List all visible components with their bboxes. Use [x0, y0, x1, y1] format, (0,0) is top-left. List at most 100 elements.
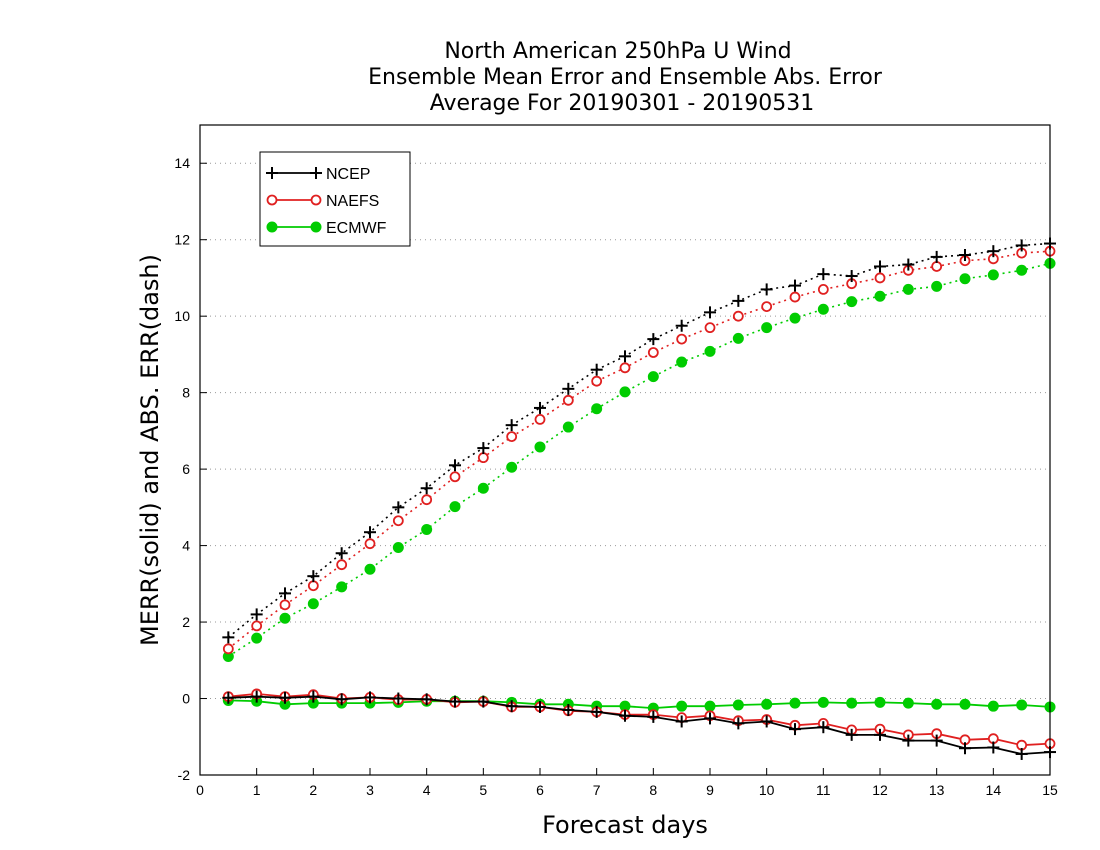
- naefs-abs-error-point: [477, 452, 489, 464]
- ncep-mean-error-point: [930, 734, 943, 747]
- naefs-abs-error-point: [449, 471, 461, 483]
- x-tick-label: 4: [423, 782, 431, 798]
- ncep-mean-error-point: [1015, 747, 1028, 760]
- ecmwf-abs-error-point: [279, 612, 291, 624]
- ncep-abs-error-point: [364, 526, 376, 539]
- ncep-abs-error-point: [335, 547, 348, 560]
- ecmwf-abs-error-point: [591, 403, 603, 415]
- naefs-abs-error-point: [534, 414, 546, 425]
- ecmwf-abs-error-point: [676, 356, 688, 368]
- naefs-abs-error-point: [704, 322, 716, 334]
- x-tick-label: 13: [929, 782, 945, 798]
- ecmwf-abs-error-point: [1016, 264, 1028, 276]
- naefs-abs-error-point: [619, 362, 631, 374]
- ncep-abs-error-line: [227, 242, 1051, 639]
- ncep-abs-error-point: [789, 279, 801, 292]
- ecmwf-mean-error-point: [789, 697, 801, 709]
- ncep-abs-error-point: [534, 401, 546, 414]
- ncep-mean-error-point: [250, 690, 263, 703]
- naefs-abs-error-point: [364, 538, 376, 550]
- ncep-mean-error-point: [959, 742, 971, 755]
- legend-marker-ecmwf: [266, 221, 278, 233]
- ecmwf-abs-error-point: [931, 280, 943, 292]
- y-axis-label: MERR(solid) and ABS. ERR(dash): [136, 254, 164, 646]
- ncep-mean-error-point: [789, 723, 801, 736]
- ecmwf-mean-error-point: [846, 697, 858, 709]
- x-tick-label: 6: [536, 782, 544, 798]
- ecmwf-abs-error-point: [959, 273, 971, 285]
- ecmwf-mean-error-point: [704, 700, 716, 712]
- ncep-mean-error-point: [364, 691, 376, 704]
- ecmwf-abs-error-point: [987, 269, 999, 281]
- ncep-mean-error-point: [987, 741, 1000, 754]
- y-tick-label: 12: [174, 232, 190, 248]
- plot-frame: [199, 124, 1051, 776]
- y-tick-label: 10: [174, 308, 190, 324]
- ncep-mean-error-point: [449, 695, 461, 708]
- x-tick-label: 15: [1042, 782, 1058, 798]
- naefs-abs-error-point: [676, 333, 688, 345]
- y-tick-label: 8: [182, 385, 190, 401]
- ecmwf-abs-error-point: [704, 345, 716, 357]
- ncep-mean-error-point: [675, 715, 688, 728]
- ncep-abs-error-point: [930, 250, 943, 263]
- naefs-abs-error-point: [562, 394, 574, 406]
- ncep-mean-error-point: [534, 700, 546, 713]
- naefs-abs-error-point: [307, 580, 319, 592]
- ncep-abs-error-point: [307, 570, 320, 583]
- ecmwf-mean-error-line: [228, 699, 1051, 710]
- naefs-abs-error-line: [227, 250, 1051, 650]
- ncep-abs-error-point: [420, 482, 433, 495]
- ecmwf-abs-error-point: [307, 598, 319, 610]
- ncep-abs-error-point: [817, 268, 830, 281]
- ecmwf-mean-error-point: [1016, 699, 1028, 711]
- x-axis-label: Forecast days: [542, 811, 708, 839]
- ncep-mean-error-point: [760, 715, 773, 728]
- ncep-mean-error-point: [902, 734, 915, 747]
- naefs-abs-error-point: [874, 272, 886, 284]
- ecmwf-mean-error-point: [732, 699, 744, 711]
- ecmwf-abs-error-point: [789, 312, 801, 324]
- ecmwf-abs-error-point: [732, 332, 744, 344]
- x-tick-label: 3: [366, 782, 374, 798]
- ecmwf-abs-error-point: [336, 581, 348, 593]
- legend-marker-ncep: [266, 167, 278, 179]
- ncep-abs-error-point: [732, 294, 745, 307]
- ncep-mean-error-point: [845, 728, 858, 741]
- ecmwf-abs-error-point: [647, 371, 659, 383]
- ecmwf-abs-error-point: [251, 632, 263, 644]
- ecmwf-abs-error-point: [421, 524, 433, 536]
- legend-label-ncep: NCEP: [326, 166, 370, 183]
- ncep-mean-error-point: [505, 700, 518, 713]
- ncep-abs-error-point: [675, 319, 688, 332]
- ncep-abs-error-point: [477, 442, 490, 455]
- ncep-abs-error-point: [959, 249, 971, 261]
- naefs-abs-error-point: [336, 559, 348, 571]
- ncep-abs-error-point: [590, 363, 603, 376]
- ecmwf-abs-error-point: [449, 501, 461, 513]
- ncep-abs-error-point: [449, 459, 461, 472]
- ncep-mean-error-point: [335, 693, 348, 706]
- ncep-abs-error-point: [704, 306, 716, 319]
- x-tick-label: 12: [872, 782, 888, 798]
- x-tick-label: 1: [253, 782, 261, 798]
- ncep-abs-error-point: [845, 270, 858, 283]
- naefs-abs-error-point: [506, 431, 518, 443]
- ncep-mean-error-point: [647, 710, 660, 723]
- title-line-1: North American 250hPa U Wind: [444, 39, 791, 64]
- naefs-mean-error-line: [228, 692, 1051, 747]
- naefs-abs-error-point: [931, 261, 943, 272]
- ncep-abs-error-point: [222, 631, 235, 644]
- legend: NCEP NAEFS ECMWF: [259, 151, 411, 247]
- title-line-3: Average For 20190301 - 20190531: [430, 91, 815, 116]
- x-tick-label: 7: [593, 782, 601, 798]
- x-tick-label: 5: [479, 782, 487, 798]
- ecmwf-mean-error-point: [931, 698, 943, 710]
- title-line-2: Ensemble Mean Error and Ensemble Abs. Er…: [368, 65, 883, 90]
- ncep-abs-error-point: [874, 260, 886, 273]
- naefs-abs-error-point: [732, 310, 744, 322]
- ecmwf-abs-error-point: [562, 421, 574, 433]
- ncep-abs-error-point: [647, 333, 660, 346]
- ecmwf-abs-error-point: [846, 296, 858, 308]
